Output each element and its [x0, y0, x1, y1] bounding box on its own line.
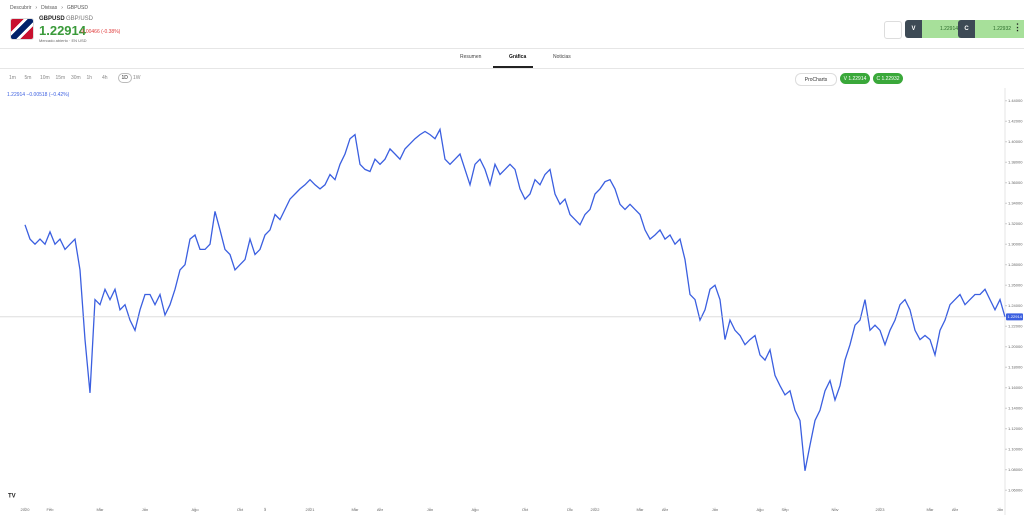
- x-tick-label: Ago: [191, 507, 199, 512]
- sep: ›: [61, 5, 63, 11]
- interval-button[interactable]: 1W: [133, 75, 141, 81]
- tab[interactable]: Gráfica: [509, 54, 527, 60]
- buy-pill[interactable]: C 1.22932: [873, 73, 903, 84]
- x-tick-label: Mar: [352, 507, 360, 512]
- sep: ›: [35, 5, 38, 11]
- interval-button[interactable]: 1h: [86, 75, 93, 81]
- divider: [0, 48, 1024, 49]
- y-tick-label: 1.26000: [1008, 282, 1023, 287]
- x-tick-label: Jun: [142, 507, 148, 512]
- y-tick-label: 1.30000: [1008, 241, 1023, 246]
- last-price-box: [1006, 313, 1023, 321]
- x-tick-label: Mar: [927, 507, 935, 512]
- x-tick-label: Jun: [997, 507, 1003, 512]
- x-tick-label: Jun: [712, 507, 718, 512]
- buy-label: C: [958, 20, 975, 38]
- x-tick-label: 2023: [876, 507, 886, 512]
- tab[interactable]: Resumen: [460, 54, 482, 60]
- y-tick-label: 1.42000: [1008, 118, 1023, 123]
- crumb[interactable]: Descubrir: [10, 5, 32, 11]
- x-tick-label: Dic: [567, 507, 573, 512]
- interval-button[interactable]: 30m: [71, 75, 81, 81]
- x-tick-label: Abr: [377, 507, 384, 512]
- y-tick-label: 1.24000: [1008, 303, 1023, 308]
- y-tick-label: 1.06000: [1008, 487, 1023, 492]
- interval-button[interactable]: 1D: [117, 73, 132, 83]
- y-tick-label: 1.12000: [1008, 426, 1023, 431]
- market-status: Mercado abierto · EN USD: [39, 38, 87, 43]
- x-tick-label: Ago: [471, 507, 479, 512]
- y-tick-label: 1.14000: [1008, 405, 1023, 410]
- breadcrumb: Descubrir › Divisas › GBPUSD: [10, 5, 88, 11]
- y-tick-label: 1.38000: [1008, 159, 1023, 164]
- x-tick-label: 2020: [21, 507, 31, 512]
- x-tick-label: Oct: [522, 507, 529, 512]
- crumb: GBPUSD: [66, 5, 88, 11]
- price: 1.22914: [39, 23, 86, 38]
- flag-icon: [10, 18, 34, 40]
- procharts-button[interactable]: ProCharts: [795, 73, 837, 86]
- x-tick-label: Ago: [756, 507, 764, 512]
- y-tick-label: 1.44000: [1008, 98, 1023, 103]
- tv-logo: TV: [8, 494, 16, 500]
- sell-label: V: [905, 20, 922, 38]
- crumb[interactable]: Divisas: [41, 5, 58, 11]
- x-tick-label: 3: [264, 507, 267, 512]
- x-tick-label: Abr: [952, 507, 959, 512]
- x-tick-label: Sep: [781, 507, 789, 512]
- buy-button[interactable]: C 1.22932: [958, 20, 1024, 38]
- y-tick-label: 1.28000: [1008, 262, 1023, 267]
- x-tick-label: Mar: [97, 507, 105, 512]
- x-tick-label: 2022: [591, 507, 601, 512]
- x-tick-label: 2021: [306, 507, 316, 512]
- y-tick-label: 1.08000: [1008, 467, 1023, 472]
- symbol: GBPUSD: [39, 16, 65, 22]
- price-line: [24, 127, 1006, 471]
- x-tick-label: Nov: [831, 507, 838, 512]
- x-tick-label: Mar: [637, 507, 645, 512]
- x-tick-label: Jun: [427, 507, 433, 512]
- change: -0.00466 (-0.38%): [80, 29, 121, 35]
- x-tick-label: Feb: [47, 507, 55, 512]
- y-tick-label: 1.20000: [1008, 344, 1023, 349]
- interval-button[interactable]: 5m: [24, 75, 32, 81]
- tab[interactable]: Noticias: [553, 54, 571, 60]
- interval-button[interactable]: 10m: [40, 75, 50, 81]
- buy-price: 1.22932: [975, 20, 1024, 38]
- interval-button[interactable]: 1m: [9, 75, 16, 81]
- y-tick-label: 1.18000: [1008, 364, 1023, 369]
- interval-button[interactable]: 4h: [102, 75, 108, 81]
- x-tick-label: Oct: [237, 507, 244, 512]
- y-tick-label: 1.36000: [1008, 180, 1023, 185]
- x-tick-label: Abr: [662, 507, 669, 512]
- y-tick-label: 1.40000: [1008, 139, 1023, 144]
- interval-button[interactable]: 15m: [55, 75, 66, 81]
- last-price-label: 1.22914: [1008, 314, 1023, 319]
- list-button[interactable]: [884, 21, 902, 39]
- divider: [0, 68, 1024, 69]
- y-tick-label: 1.10000: [1008, 446, 1023, 451]
- y-tick-label: 1.22000: [1008, 323, 1023, 328]
- more-menu[interactable]: ⋮: [1013, 22, 1022, 32]
- symbol-name: GBP/USD: [66, 16, 94, 22]
- y-tick-label: 1.32000: [1008, 221, 1023, 226]
- y-tick-label: 1.16000: [1008, 385, 1023, 390]
- y-tick-label: 1.34000: [1008, 200, 1023, 205]
- tab-underline: [493, 66, 533, 68]
- sell-pill[interactable]: V 1.22914: [840, 73, 870, 84]
- chart-legend: 1.22914 −0.00518 (−0.42%): [7, 92, 70, 98]
